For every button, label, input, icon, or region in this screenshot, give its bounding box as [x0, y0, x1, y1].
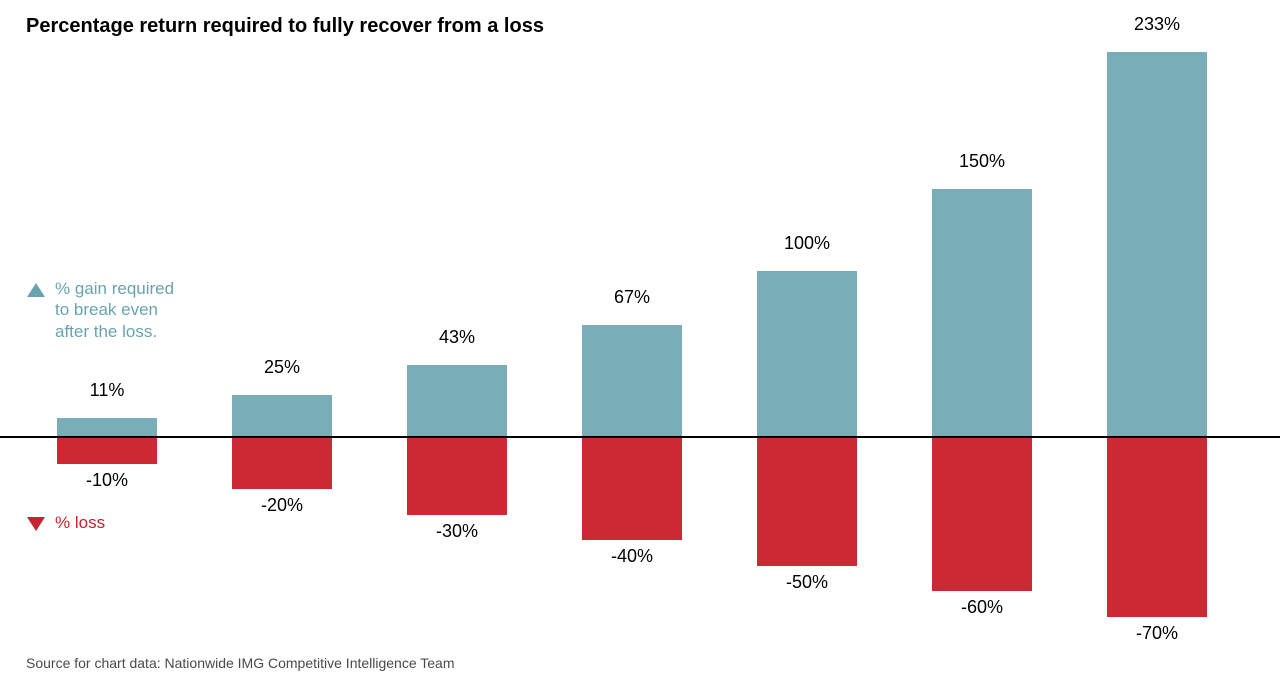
gain-bar-label: 25% — [264, 357, 300, 378]
loss-bar-label: -10% — [86, 470, 128, 491]
triangle-up-icon — [27, 283, 45, 297]
legend-gain: % gain requiredto break evenafter the lo… — [27, 278, 174, 342]
legend-loss-label: % loss — [55, 512, 105, 533]
gain-bar-label: 150% — [959, 151, 1005, 172]
loss-bar — [1107, 438, 1207, 617]
loss-bar — [232, 438, 332, 489]
loss-bar — [57, 438, 157, 464]
gain-bar — [1107, 52, 1207, 436]
legend-loss: % loss — [27, 512, 105, 533]
gain-bar-label: 43% — [439, 327, 475, 348]
triangle-down-icon — [27, 517, 45, 531]
loss-bar — [757, 438, 857, 566]
gain-bar-label: 11% — [90, 380, 125, 401]
loss-bar-label: -70% — [1136, 623, 1178, 644]
gain-bar — [757, 271, 857, 436]
chart-root: Percentage return required to fully reco… — [0, 0, 1280, 683]
loss-bar — [582, 438, 682, 540]
source-note: Source for chart data: Nationwide IMG Co… — [26, 655, 455, 671]
plot-area: 11% -10% 25% -20% 43% -30% 67% -40% 100% -50% 150%… — [0, 0, 1280, 683]
loss-bar-label: -20% — [261, 495, 303, 516]
gain-bar — [57, 418, 157, 436]
gain-bar-label: 100% — [784, 233, 830, 254]
gain-bar — [232, 395, 332, 436]
gain-bar — [932, 189, 1032, 437]
loss-bar-label: -60% — [961, 597, 1003, 618]
loss-bar-label: -40% — [611, 546, 653, 567]
loss-bar — [932, 438, 1032, 591]
gain-bar-label: 67% — [614, 287, 650, 308]
gain-bar — [582, 325, 682, 436]
loss-bar-label: -30% — [436, 521, 478, 542]
gain-bar — [407, 365, 507, 436]
loss-bar-label: -50% — [786, 572, 828, 593]
legend-gain-label: % gain requiredto break evenafter the lo… — [55, 278, 174, 342]
loss-bar — [407, 438, 507, 515]
gain-bar-label: 233% — [1134, 14, 1180, 35]
